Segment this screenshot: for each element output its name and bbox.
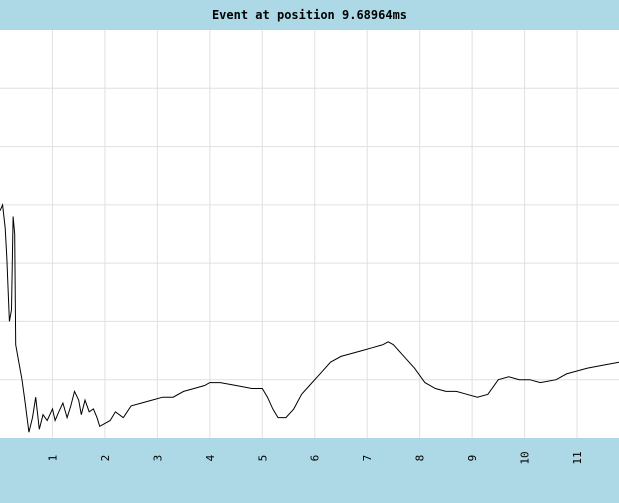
x-tick-label: 10 (519, 451, 532, 464)
series-line (0, 203, 619, 433)
chart-title: Event at position 9.68964ms (211, 8, 408, 22)
x-tick-label: 3 (151, 455, 164, 462)
x-tick-label: 9 (466, 455, 479, 462)
x-tick-label: 4 (204, 454, 217, 461)
chart-title-bar: Event at position 9.68964ms (0, 0, 619, 30)
x-tick-label: 1 (46, 455, 59, 462)
x-tick-label: 5 (256, 455, 269, 462)
x-axis-band (0, 438, 619, 503)
x-tick-label: 8 (414, 455, 427, 462)
x-tick-label: 7 (361, 455, 374, 462)
x-tick-label: 2 (99, 455, 112, 462)
grid-lines (0, 30, 619, 438)
x-tick-label: 6 (309, 455, 322, 462)
x-tick-labels: 1 2 3 4 5 6 7 8 9 10 11 (46, 451, 584, 464)
x-tick-label: 11 (571, 451, 584, 464)
series-layer (0, 203, 619, 433)
